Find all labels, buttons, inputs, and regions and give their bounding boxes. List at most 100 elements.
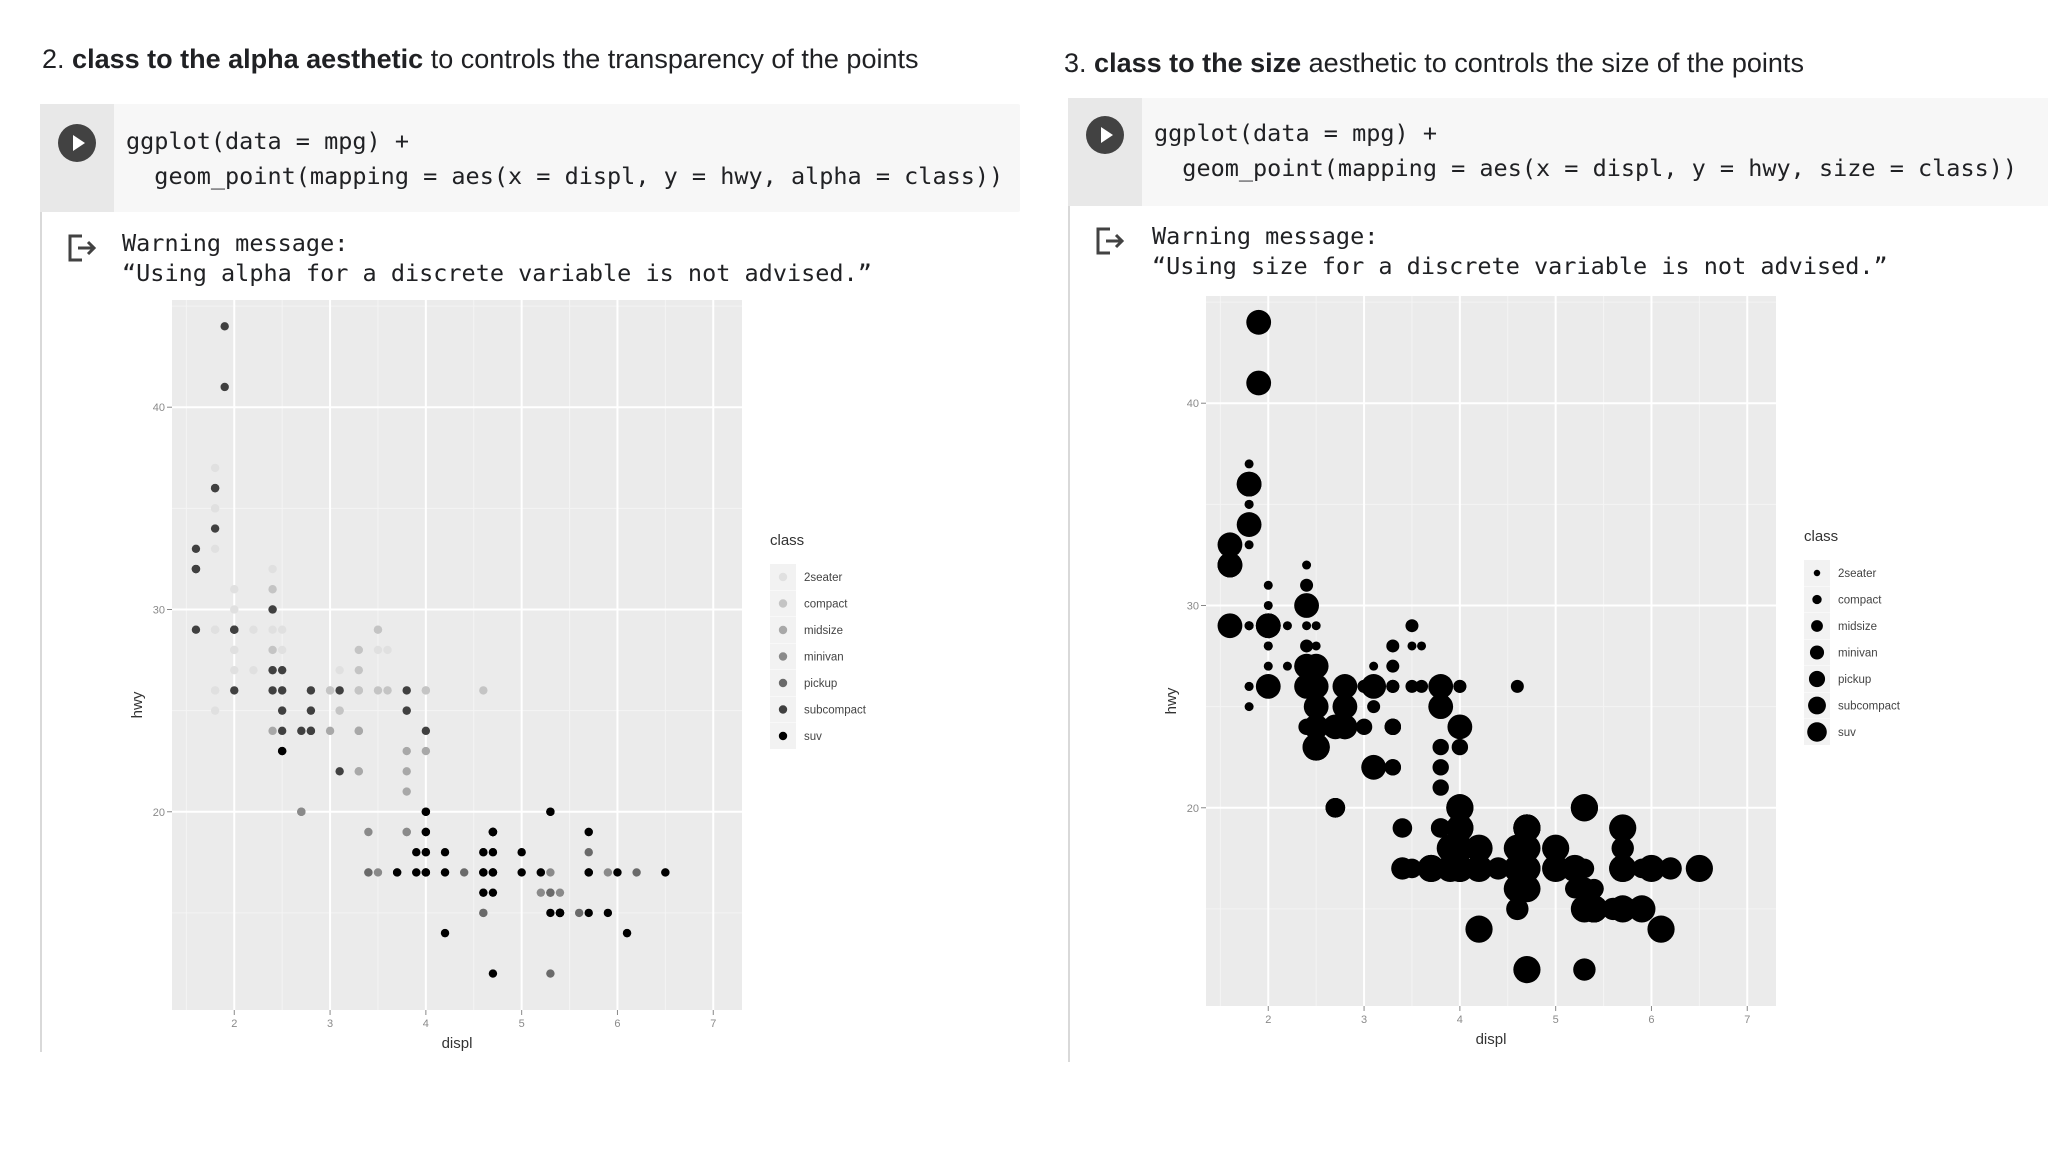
data-point — [1513, 875, 1541, 903]
data-point — [210, 706, 220, 715]
data-point — [402, 746, 411, 756]
code-editor[interactable]: ggplot(data = mpg) + geom_point(mapping … — [126, 127, 1004, 190]
data-point — [402, 686, 411, 695]
data-point — [1542, 854, 1570, 883]
data-point — [1303, 673, 1329, 699]
data-point — [1436, 854, 1464, 883]
legend-label: pickup — [1838, 674, 1871, 686]
data-point — [383, 645, 392, 655]
legend-key — [1811, 620, 1823, 632]
data-point — [268, 585, 277, 594]
data-point — [1513, 854, 1541, 883]
x-tick-label: 3 — [1361, 1014, 1367, 1026]
data-point — [1513, 814, 1541, 842]
scatter-plot-alpha: 2 3 4 5 6 7 20 30 40 displ hwy class 2seater compact m… — [129, 300, 867, 1052]
data-point — [536, 868, 546, 877]
data-point — [1417, 854, 1445, 883]
data-point — [1647, 915, 1675, 943]
data-point — [536, 888, 546, 897]
code-cell[interactable]: ggplot(data = mpg) + geom_point(mapping … — [40, 104, 1020, 212]
data-point — [1236, 512, 1262, 537]
data-point — [220, 382, 229, 392]
legend-key — [778, 678, 788, 688]
data-point — [210, 625, 220, 634]
run-cell-button[interactable] — [1086, 116, 1124, 154]
data-point — [268, 726, 277, 736]
data-point — [354, 726, 364, 736]
data-point — [1446, 814, 1474, 842]
data-point — [1506, 897, 1529, 921]
data-point — [440, 928, 450, 938]
data-point — [402, 827, 411, 837]
x-axis-label: displ — [1476, 1031, 1507, 1048]
x-tick-label: 5 — [519, 1018, 525, 1030]
data-point — [622, 928, 632, 938]
x-axis-label: displ — [442, 1035, 473, 1052]
legend-key — [1807, 722, 1827, 742]
data-point — [335, 706, 344, 715]
data-point — [1430, 818, 1451, 838]
data-point — [1244, 540, 1254, 550]
y-axis-label: hwy — [1163, 687, 1180, 714]
data-point — [574, 908, 584, 918]
data-point — [325, 726, 335, 736]
legend-label: 2seater — [804, 572, 843, 584]
legend-label: suv — [1838, 727, 1856, 739]
data-point — [546, 908, 555, 918]
x-tick-label: 4 — [423, 1018, 429, 1030]
data-point — [392, 868, 402, 877]
data-point — [402, 706, 411, 715]
data-point — [546, 807, 555, 816]
legend-key — [778, 625, 788, 635]
data-point — [277, 706, 287, 715]
data-point — [603, 868, 613, 877]
y-tick-label: 40 — [153, 402, 165, 414]
legend-label: minivan — [1838, 648, 1878, 660]
data-point — [1255, 673, 1281, 699]
x-tick-label: 5 — [1553, 1014, 1559, 1026]
legend-key — [778, 731, 788, 741]
data-point — [230, 645, 239, 655]
legend-label: 2seater — [1838, 568, 1877, 580]
data-point — [479, 868, 488, 877]
data-point — [354, 767, 364, 776]
data-point — [373, 645, 383, 655]
data-point — [1609, 895, 1637, 923]
notebook-panel-alpha: 2. class to the alpha aesthetic to contr… — [40, 44, 1020, 1052]
x-tick-label: 7 — [1744, 1014, 1750, 1026]
data-point — [613, 868, 622, 877]
data-point — [1263, 661, 1273, 671]
run-cell-button[interactable] — [58, 124, 96, 162]
data-point — [1303, 694, 1329, 720]
x-tick-label: 6 — [1648, 1014, 1654, 1026]
data-point — [1217, 532, 1243, 558]
plot-panel — [1206, 296, 1776, 1006]
data-point — [1246, 309, 1272, 335]
y-axis-label: hwy — [129, 691, 146, 718]
data-point — [1432, 779, 1449, 796]
data-point — [402, 787, 411, 796]
data-point — [210, 686, 220, 695]
data-point — [1246, 370, 1272, 396]
data-point — [1300, 639, 1314, 653]
data-point — [1417, 641, 1427, 651]
data-point — [1503, 834, 1531, 862]
data-point — [191, 625, 201, 634]
data-point — [1244, 681, 1254, 691]
data-point — [488, 888, 498, 897]
data-point — [354, 665, 364, 675]
section-heading: 2. class to the alpha aesthetic to contr… — [42, 44, 919, 74]
data-point — [421, 726, 431, 736]
legend-key — [1813, 569, 1821, 577]
data-point — [1510, 679, 1524, 693]
code-cell[interactable]: ggplot(data = mpg) + geom_point(mapping … — [1068, 98, 2048, 206]
warning-message: Warning message: “Using size for a discr… — [1152, 222, 1888, 280]
data-point — [412, 848, 421, 857]
output-border — [40, 212, 42, 1052]
data-point — [277, 726, 287, 736]
data-point — [306, 686, 316, 695]
data-point — [1486, 857, 1510, 880]
data-point — [354, 645, 364, 655]
code-editor[interactable]: ggplot(data = mpg) + geom_point(mapping … — [1154, 119, 2018, 182]
data-point — [1282, 661, 1292, 671]
